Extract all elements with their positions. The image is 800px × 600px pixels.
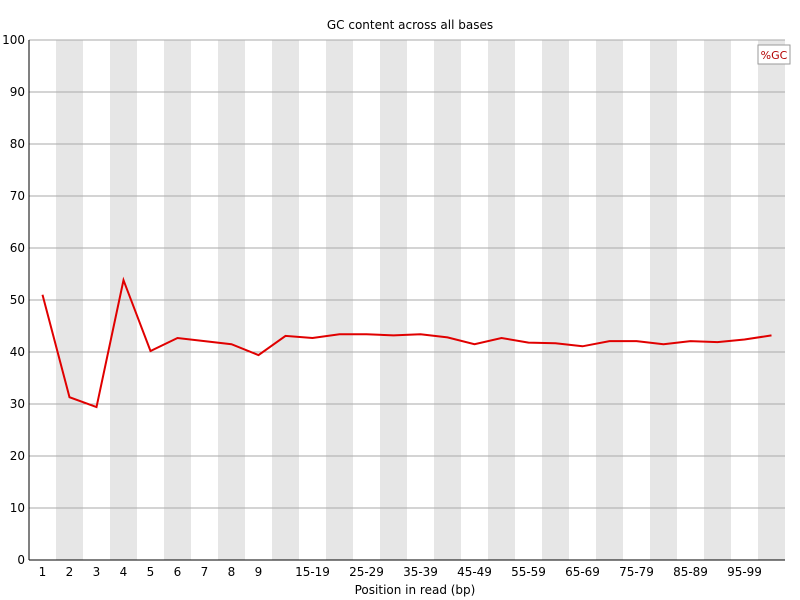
- x-tick-35-39: 35-39: [403, 565, 438, 579]
- series-line-gc: [41, 276, 772, 409]
- y-tick-60: 60: [10, 241, 25, 255]
- x-tick-7: 7: [201, 565, 209, 579]
- y-gridlines: [29, 39, 785, 509]
- x-tick-2: 2: [66, 565, 74, 579]
- y-tick-10: 10: [10, 501, 25, 515]
- x-tick-95-99: 95-99: [727, 565, 762, 579]
- x-tick-65-69: 65-69: [565, 565, 600, 579]
- x-tick-55-59: 55-59: [511, 565, 546, 579]
- x-tick-5: 5: [147, 565, 155, 579]
- x-tick-45-49: 45-49: [457, 565, 492, 579]
- x-tick-85-89: 85-89: [673, 565, 708, 579]
- x-tick-9: 9: [255, 565, 263, 579]
- x-tick-labels: 1 2 3 4 5 6 7 8 9 15-19 25-29 35-39 45-49 55-59 65-69 7…: [39, 565, 762, 579]
- y-tick-30: 30: [10, 397, 25, 411]
- y-tick-20: 20: [10, 449, 25, 463]
- x-tick-6: 6: [174, 565, 182, 579]
- y-tick-80: 80: [10, 137, 25, 151]
- y-tick-labels: 0 10 20 30 40 50 60 70 80 90 100: [2, 33, 25, 567]
- x-axis-label: Position in read (bp): [355, 583, 476, 597]
- x-tick-25-29: 25-29: [349, 565, 384, 579]
- y-tick-90: 90: [10, 85, 25, 99]
- x-tick-3: 3: [93, 565, 101, 579]
- legend-item-gc: %GC: [761, 49, 788, 62]
- y-tick-70: 70: [10, 189, 25, 203]
- x-tick-15-19: 15-19: [295, 565, 330, 579]
- x-tick-1: 1: [39, 565, 47, 579]
- x-tick-4: 4: [120, 565, 128, 579]
- x-tick-8: 8: [228, 565, 236, 579]
- chart-title: GC content across all bases: [327, 18, 493, 32]
- y-tick-100: 100: [2, 33, 25, 47]
- y-tick-40: 40: [10, 345, 25, 359]
- x-tick-75-79: 75-79: [619, 565, 654, 579]
- legend-box: [757, 44, 791, 65]
- y-tick-0: 0: [17, 553, 25, 567]
- y-tick-50: 50: [10, 293, 25, 307]
- legend: %GC: [757, 44, 791, 65]
